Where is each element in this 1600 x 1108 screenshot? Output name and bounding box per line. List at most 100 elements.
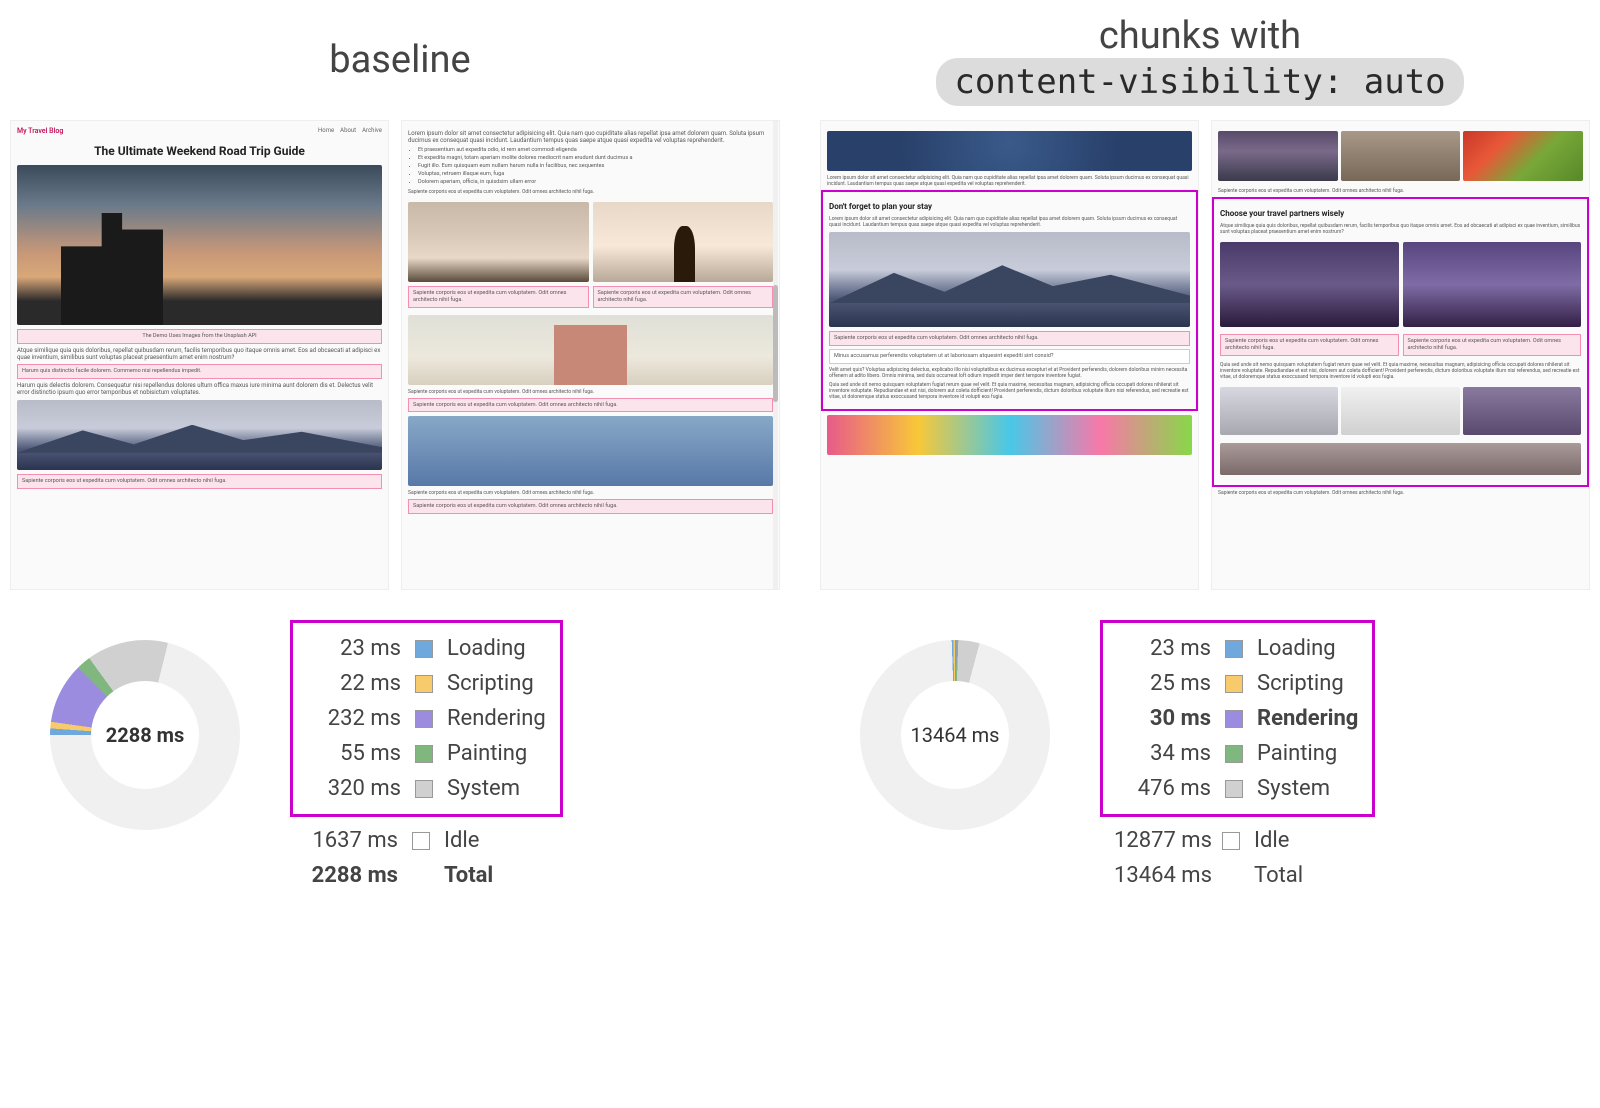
dog-image xyxy=(1220,387,1338,435)
baseline-side: My Travel Blog Home About Archive The Ul… xyxy=(10,120,780,1108)
legend-label: System xyxy=(447,776,520,801)
mountain-image xyxy=(17,400,382,470)
legend-row-rendering: 30 ms Rendering xyxy=(1117,701,1358,736)
baseline-stats: 2288 ms 23 ms Loading 22 ms Scripting 232 ms… xyxy=(10,590,780,893)
chunk-highlight-2: Choose your travel partners wisely Atque… xyxy=(1212,197,1589,487)
legend-ms: 55 ms xyxy=(307,741,401,766)
legend-label: Rendering xyxy=(447,706,546,731)
baseline-donut: 2288 ms xyxy=(50,640,240,830)
legend-label: Painting xyxy=(447,741,527,766)
legend-ms: 23 ms xyxy=(1117,636,1211,661)
legend-ms: 2288 ms xyxy=(304,863,398,888)
legend-row-scripting: 22 ms Scripting xyxy=(307,666,546,701)
runner-image xyxy=(1463,387,1581,435)
legend-ms: 232 ms xyxy=(307,706,401,731)
bullet-list: Et praesentium aut expedita odio, id rem… xyxy=(408,147,773,185)
header-baseline: baseline xyxy=(0,0,800,120)
blog-brand: My Travel Blog xyxy=(17,127,63,136)
chunk2-heading: Choose your travel partners wisely xyxy=(1220,209,1581,219)
legend-ms: 476 ms xyxy=(1117,776,1211,801)
cv-screenshots: Lorem ipsum dolor sit amet consectetur a… xyxy=(820,120,1590,590)
cv-legend-highlight: 23 ms Loading 25 ms Scripting 30 ms Rendering… xyxy=(1100,620,1375,817)
legend-ms: 25 ms xyxy=(1117,671,1211,696)
legend-swatch xyxy=(1225,640,1243,658)
legend-swatch xyxy=(415,675,433,693)
sandwalk-image xyxy=(1220,443,1581,475)
baseline-screenshots: My Travel Blog Home About Archive The Ul… xyxy=(10,120,780,590)
legend-label: Total xyxy=(444,863,493,888)
portrait-image xyxy=(1341,131,1461,181)
legend-swatch xyxy=(1225,745,1243,763)
legend-label: Scripting xyxy=(1257,671,1344,696)
legend-swatch xyxy=(415,780,433,798)
legend-swatch-empty xyxy=(1222,867,1240,885)
baseline-blog-col2: Lorem ipsum dolor sit amet consectetur a… xyxy=(401,120,780,590)
legend-row-total: 13464 ms Total xyxy=(1114,858,1303,893)
dusk-walk-image xyxy=(1218,131,1338,181)
baseline-donut-center: 2288 ms xyxy=(91,681,199,789)
mountain-wide-image xyxy=(829,232,1190,327)
legend-swatch xyxy=(1225,710,1243,728)
legend-label: Rendering xyxy=(1257,706,1358,731)
legend-label: Idle xyxy=(444,828,479,853)
chunks-title-line1: chunks with xyxy=(1099,14,1301,58)
legend-ms: 23 ms xyxy=(307,636,401,661)
legend-row-total: 2288 ms Total xyxy=(304,858,493,893)
legend-row-loading: 23 ms Loading xyxy=(307,631,546,666)
legend-row-loading: 23 ms Loading xyxy=(1117,631,1358,666)
cv-blog-col1: Lorem ipsum dolor sit amet consectetur a… xyxy=(820,120,1199,590)
cv-legend: 23 ms Loading 25 ms Scripting 30 ms Rendering… xyxy=(1100,620,1570,893)
baseline-blog-col1: My Travel Blog Home About Archive The Ul… xyxy=(10,120,389,590)
legend-swatch-empty xyxy=(412,867,430,885)
legend-row-painting: 34 ms Painting xyxy=(1117,736,1358,771)
moto-image xyxy=(408,202,589,282)
baseline-legend: 23 ms Loading 22 ms Scripting 232 ms Renderin… xyxy=(290,620,760,893)
legend-label: Loading xyxy=(1257,636,1336,661)
chunk-highlight-1: Don't forget to plan your stay Lorem ips… xyxy=(821,190,1198,411)
legend-swatch xyxy=(1222,832,1240,850)
purple-night-image xyxy=(1220,242,1399,327)
legend-ms: 30 ms xyxy=(1117,706,1211,731)
hero-caption: The Demo Uses Images from the Unsplash A… xyxy=(17,329,382,344)
legend-label: Idle xyxy=(1254,828,1289,853)
legend-swatch xyxy=(415,640,433,658)
legend-swatch xyxy=(412,832,430,850)
legend-label: Loading xyxy=(447,636,526,661)
content-visibility-code: content-visibility: auto xyxy=(936,58,1463,106)
legend-label: Scripting xyxy=(447,671,534,696)
veggies-image xyxy=(1463,131,1583,181)
legend-label: Total xyxy=(1254,863,1303,888)
legend-swatch xyxy=(1225,780,1243,798)
legend-row-painting: 55 ms Painting xyxy=(307,736,546,771)
legend-row-rendering: 232 ms Rendering xyxy=(307,701,546,736)
sunset-person-image xyxy=(593,202,774,282)
legend-ms: 320 ms xyxy=(307,776,401,801)
legend-swatch xyxy=(415,710,433,728)
content-visibility-side: Lorem ipsum dolor sit amet consectetur a… xyxy=(820,120,1590,1108)
legend-ms: 13464 ms xyxy=(1114,863,1208,888)
hero-image xyxy=(17,165,382,325)
legend-label: Painting xyxy=(1257,741,1337,766)
cv-stats: 13464 ms 23 ms Loading 25 ms Scripting 30 ms… xyxy=(820,590,1590,893)
beach-image xyxy=(408,315,773,385)
legend-row-system: 476 msSystem xyxy=(1117,771,1358,806)
legend-ms: 12877 ms xyxy=(1114,828,1208,853)
purple-night-image-2 xyxy=(1403,242,1582,327)
chunk1-heading: Don't forget to plan your stay xyxy=(829,202,1190,212)
color-houses-image xyxy=(827,415,1192,455)
legend-row-system: 320 ms System xyxy=(307,771,546,806)
denim-back-image xyxy=(827,131,1192,171)
baseline-legend-highlight: 23 ms Loading 22 ms Scripting 232 ms Renderin… xyxy=(290,620,563,817)
legend-swatch xyxy=(1225,675,1243,693)
blog-title: The Ultimate Weekend Road Trip Guide xyxy=(54,144,346,159)
legend-ms: 34 ms xyxy=(1117,741,1211,766)
comparison-headers: baseline chunks with content-visibility:… xyxy=(0,0,1600,120)
scrollbar[interactable] xyxy=(773,121,778,589)
legend-row-idle: 12877 ms Idle xyxy=(1114,823,1303,858)
legend-ms: 1637 ms xyxy=(304,828,398,853)
legend-ms: 22 ms xyxy=(307,671,401,696)
legend-row-scripting: 25 ms Scripting xyxy=(1117,666,1358,701)
denim-image xyxy=(408,416,773,486)
cv-donut-center: 13464 ms xyxy=(901,681,1009,789)
legend-row-idle: 1637 ms Idle xyxy=(304,823,493,858)
